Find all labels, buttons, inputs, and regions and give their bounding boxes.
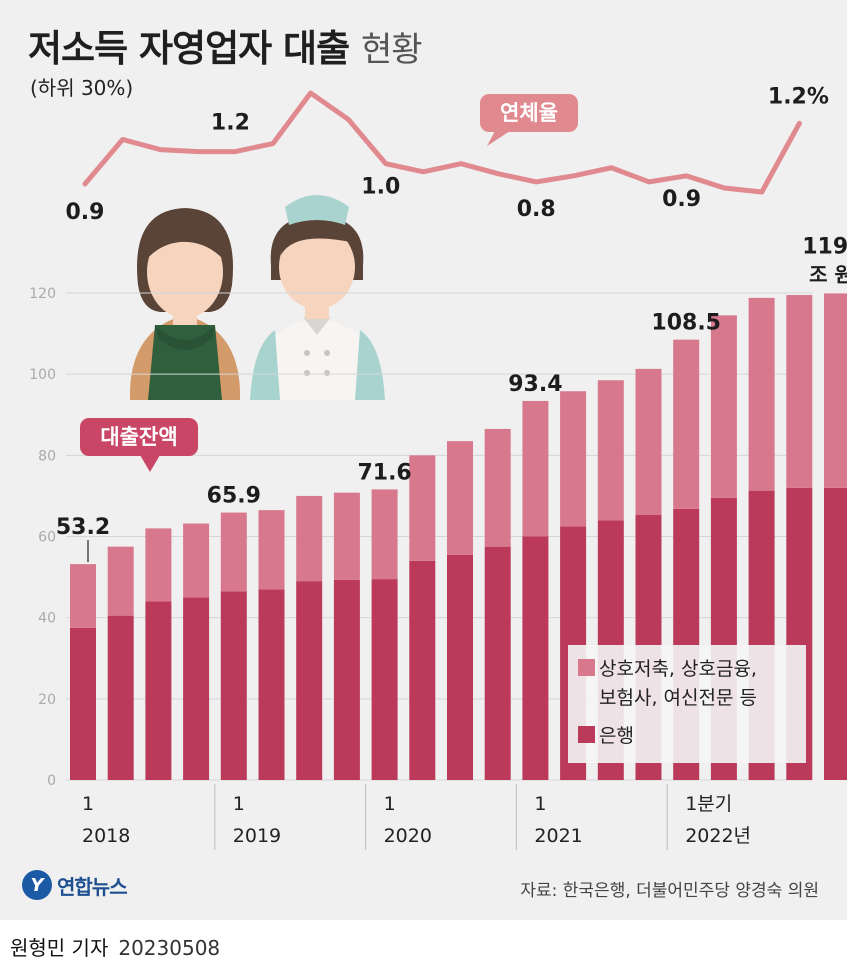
delinquency-tag-pointer bbox=[487, 131, 510, 146]
y-tick-label: 0 bbox=[47, 773, 56, 789]
y-tick-label: 20 bbox=[38, 692, 56, 708]
logo-mark-icon: Y bbox=[22, 870, 52, 900]
bar-total-label: 119.9 bbox=[802, 234, 847, 259]
bar-other bbox=[635, 368, 662, 515]
x-tick-label: 1 bbox=[82, 793, 94, 815]
delinquency-value-label: 1.0 bbox=[361, 175, 400, 200]
delinquency-tag-label: 연체율 bbox=[500, 101, 558, 125]
x-year-label: 2018 bbox=[82, 825, 130, 847]
delinquency-value-label: 1.2 bbox=[211, 111, 250, 136]
delinquency-value-label: 1.2% bbox=[768, 84, 829, 109]
shopkeeper-man-illustration bbox=[250, 195, 385, 400]
y-tick-label: 100 bbox=[29, 367, 56, 383]
bar-other bbox=[824, 293, 847, 488]
delinquency-line bbox=[82, 90, 802, 195]
publish-date: 20230508 bbox=[118, 936, 221, 960]
source-note: 자료: 한국은행, 더불어민주당 양경숙 의원 bbox=[520, 881, 819, 901]
bar-bank bbox=[296, 581, 323, 780]
byline: 원형민 기자 20230508 bbox=[10, 932, 220, 961]
bar-bank bbox=[70, 627, 96, 780]
bar-other bbox=[371, 489, 398, 580]
bar-other bbox=[522, 400, 549, 537]
subtitle: (하위 30%) bbox=[30, 76, 134, 100]
total-unit-label: 조 원 bbox=[809, 262, 847, 286]
balance-tag-pointer bbox=[140, 455, 160, 472]
infographic-card: 저소득 자영업자 대출 현황 (하위 30%) 0 20 40 60 80 100 120 … bbox=[0, 0, 847, 920]
title-light: 현황 bbox=[361, 30, 423, 70]
x-year-label: 2020 bbox=[384, 825, 432, 847]
balance-tag bbox=[80, 418, 198, 456]
x-year-label: 2022년 bbox=[685, 825, 751, 847]
page-title: 저소득 자영업자 대출 현황 bbox=[28, 18, 423, 72]
bar-other bbox=[484, 428, 511, 547]
bar-bank bbox=[409, 560, 436, 780]
bar-bank bbox=[220, 591, 247, 780]
delinquency-value-label: 0.9 bbox=[66, 200, 105, 225]
delinquency-value-label: 0.8 bbox=[517, 197, 556, 222]
bar-other bbox=[748, 297, 775, 491]
bar-other bbox=[447, 441, 473, 555]
y-tick-label: 40 bbox=[38, 611, 56, 627]
bar-bank bbox=[258, 589, 285, 780]
bar-other bbox=[183, 523, 210, 598]
legend-other-label-2: 보험사, 여신전문 등 bbox=[599, 687, 757, 709]
bar-total-label: 71.6 bbox=[357, 460, 411, 485]
bar-bank bbox=[107, 615, 134, 780]
bar-other bbox=[70, 564, 96, 628]
legend-box bbox=[568, 645, 806, 763]
bar-other bbox=[296, 495, 323, 582]
delinquency-tag bbox=[480, 94, 578, 132]
bar-other bbox=[145, 528, 172, 602]
bar-bank bbox=[183, 597, 210, 780]
x-tick-label: 1 bbox=[384, 793, 396, 815]
bar-bank bbox=[522, 536, 549, 780]
bar-other bbox=[710, 315, 737, 498]
bar-total-label: 65.9 bbox=[207, 484, 261, 509]
shopkeeper-woman-illustration bbox=[129, 208, 241, 400]
x-tick-label: 1 bbox=[233, 793, 245, 815]
balance-tag-label: 대출잔액 bbox=[100, 425, 177, 449]
bar-bank bbox=[824, 487, 847, 780]
bar-bank bbox=[447, 554, 473, 780]
bar-other bbox=[560, 391, 587, 527]
x-tick-label: 1분기 bbox=[685, 793, 732, 815]
bar-total-label: 93.4 bbox=[508, 372, 562, 397]
legend-swatch-other bbox=[578, 659, 595, 676]
bar-other bbox=[333, 492, 360, 580]
x-tick-label: 1 bbox=[534, 793, 546, 815]
bar-bank bbox=[484, 546, 511, 780]
bar-total-label: 108.5 bbox=[651, 311, 721, 336]
bar-other bbox=[786, 295, 813, 488]
bar-bank bbox=[333, 579, 360, 780]
x-year-label: 2021 bbox=[534, 825, 582, 847]
bar-other bbox=[258, 510, 285, 590]
logo-text: 연합뉴스 bbox=[57, 874, 128, 899]
y-tick-label: 120 bbox=[29, 286, 56, 302]
bar-other bbox=[673, 339, 700, 509]
bar-other bbox=[597, 380, 624, 521]
x-year-label: 2019 bbox=[233, 825, 281, 847]
y-tick-label: 80 bbox=[38, 448, 56, 464]
bar-other bbox=[220, 512, 247, 592]
chart-area: 0 20 40 60 80 100 120 53.2 65.9 71.6 93.4 108.5 119… bbox=[29, 84, 847, 850]
reporter-name: 원형민 기자 bbox=[10, 936, 109, 960]
y-tick-label: 60 bbox=[38, 530, 56, 546]
delinquency-value-label: 0.9 bbox=[662, 187, 701, 212]
yonhap-logo: Y 연합뉴스 bbox=[22, 870, 128, 900]
title-main: 저소득 자영업자 대출 bbox=[28, 27, 350, 70]
legend-bank-label: 은행 bbox=[599, 725, 634, 747]
bar-other bbox=[409, 455, 436, 561]
bar-total-label: 53.2 bbox=[56, 515, 110, 540]
legend-other-label-1: 상호저축, 상호금융, bbox=[599, 658, 757, 680]
legend-swatch-bank bbox=[578, 726, 595, 743]
bar-other bbox=[107, 546, 134, 616]
bar-bank bbox=[371, 579, 398, 780]
bar-bank bbox=[145, 601, 172, 780]
